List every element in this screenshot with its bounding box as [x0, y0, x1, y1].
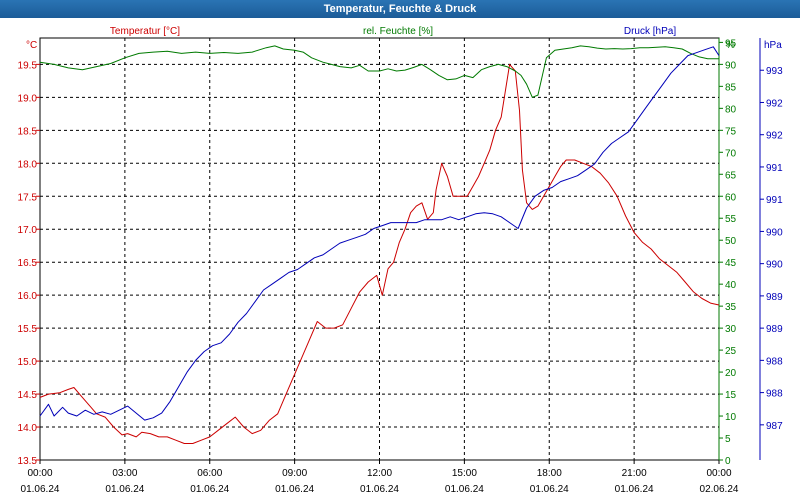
temp-tick-label: 16.0 — [18, 291, 38, 302]
humidity-tick-label: 0 — [725, 456, 731, 467]
x-tick-label-time: 12:00 — [367, 468, 392, 479]
temperature-line — [39, 63, 720, 444]
humidity-tick-label: 70 — [725, 148, 737, 159]
temp-tick-label: 19.0 — [18, 93, 38, 104]
humidity-tick-label: 35 — [725, 302, 737, 313]
humidity-line — [39, 45, 719, 98]
humidity-tick-label: 85 — [725, 82, 737, 93]
humidity-tick-label: 55 — [725, 214, 737, 225]
x-tick-label-date: 02.06.24 — [700, 484, 739, 495]
x-tick-label-time: 18:00 — [537, 468, 562, 479]
humidity-tick-label: 40 — [725, 280, 737, 291]
humidity-tick-label: 75 — [725, 126, 737, 137]
temp-tick-label: 18.5 — [18, 126, 38, 137]
temp-tick-label: 13.5 — [18, 456, 38, 467]
x-tick-label-date: 01.06.24 — [190, 484, 229, 495]
x-tick-label-date: 01.06.24 — [445, 484, 484, 495]
temp-tick-label: 14.5 — [18, 390, 38, 401]
x-tick-label-time: 09:00 — [282, 468, 307, 479]
x-tick-label-date: 01.06.24 — [21, 484, 60, 495]
humidity-tick-label: 20 — [725, 368, 737, 379]
x-tick-label-date: 01.06.24 — [275, 484, 314, 495]
humidity-tick-label: 25 — [725, 346, 737, 357]
x-tick-label-date: 01.06.24 — [360, 484, 399, 495]
humidity-tick-label: 95 — [725, 38, 737, 49]
humidity-tick-label: 80 — [725, 104, 737, 115]
x-tick-label-time: 03:00 — [112, 468, 137, 479]
temp-tick-label: 16.5 — [18, 258, 38, 269]
pressure-axis-label: Druck [hPa] — [624, 26, 676, 37]
window-title-bar: Temperatur, Feuchte & Druck — [0, 0, 800, 18]
temp-tick-label: 15.0 — [18, 357, 38, 368]
pressure-tick-label: 991 — [766, 163, 783, 174]
humidity-tick-label: 60 — [725, 192, 737, 203]
humidity-tick-label: 45 — [725, 258, 737, 269]
x-tick-label-date: 01.06.24 — [615, 484, 654, 495]
pressure-tick-label: 988 — [766, 356, 783, 367]
humidity-tick-label: 90 — [725, 60, 737, 71]
pressure-tick-label: 992 — [766, 98, 783, 109]
temp-unit: °C — [26, 40, 37, 51]
temp-tick-label: 14.0 — [18, 423, 38, 434]
x-tick-label-date: 01.06.24 — [530, 484, 569, 495]
humidity-tick-label: 15 — [725, 390, 737, 401]
humidity-tick-label: 65 — [725, 170, 737, 181]
pressure-tick-label: 987 — [766, 421, 783, 432]
humidity-unit: % — [726, 40, 735, 51]
pressure-tick-label: 989 — [766, 292, 783, 303]
x-tick-label-time: 21:00 — [622, 468, 647, 479]
temp-axis-label: Temperatur [°C] — [110, 26, 180, 37]
humidity-tick-label: 50 — [725, 236, 737, 247]
pressure-tick-label: 993 — [766, 66, 783, 77]
pressure-line — [39, 46, 720, 421]
pressure-tick-label: 989 — [766, 324, 783, 335]
temp-tick-label: 19.5 — [18, 60, 38, 71]
temp-tick-label: 18.0 — [18, 159, 38, 170]
window-title: Temperatur, Feuchte & Druck — [323, 3, 477, 15]
pressure-unit: hPa — [764, 40, 782, 51]
humidity-axis-label: rel. Feuchte [%] — [363, 26, 433, 37]
x-tick-label-time: 06:00 — [197, 468, 222, 479]
humidity-tick-label: 30 — [725, 324, 737, 335]
x-tick-label-time: 00:00 — [706, 468, 731, 479]
pressure-tick-label: 988 — [766, 389, 783, 400]
humidity-tick-label: 5 — [725, 434, 731, 445]
x-tick-label-time: 00:00 — [27, 468, 52, 479]
pressure-tick-label: 990 — [766, 260, 783, 271]
temp-tick-label: 17.5 — [18, 192, 38, 203]
pressure-tick-label: 990 — [766, 227, 783, 238]
temp-tick-label: 17.0 — [18, 225, 38, 236]
pressure-tick-label: 992 — [766, 131, 783, 142]
x-tick-label-date: 01.06.24 — [105, 484, 144, 495]
humidity-tick-label: 10 — [725, 412, 737, 423]
temp-tick-label: 15.5 — [18, 324, 38, 335]
x-tick-label-time: 15:00 — [452, 468, 477, 479]
pressure-tick-label: 991 — [766, 195, 783, 206]
